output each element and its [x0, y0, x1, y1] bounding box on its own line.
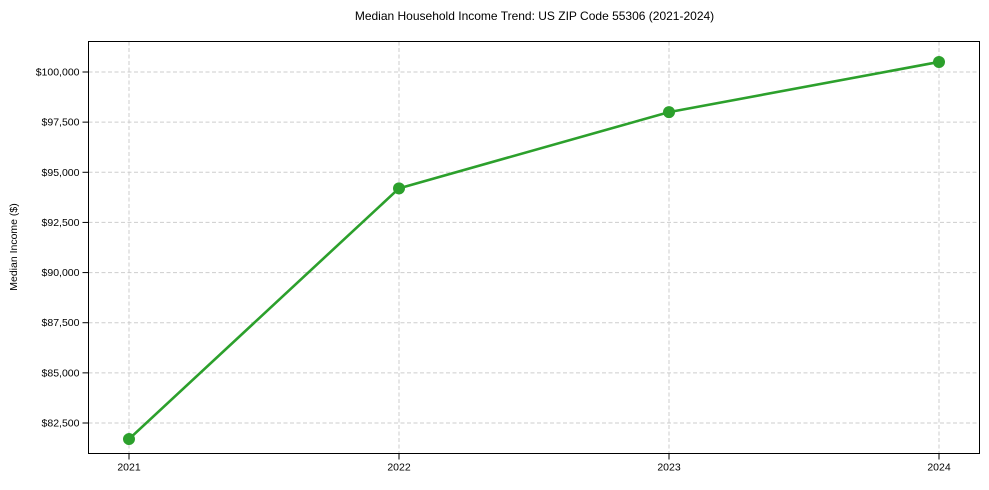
- y-tick-label: $85,000: [42, 367, 80, 379]
- x-tick-label: 2024: [927, 462, 951, 474]
- x-tick-label: 2022: [387, 462, 411, 474]
- x-tick-label: 2021: [117, 462, 141, 474]
- chart-title: Median Household Income Trend: US ZIP Co…: [354, 9, 715, 23]
- data-point-2023: [663, 106, 675, 119]
- y-tick-label: $87,500: [42, 317, 80, 329]
- plot-border: [88, 41, 980, 454]
- y-tick-label: $92,500: [42, 217, 80, 229]
- data-point-2021: [123, 433, 135, 446]
- y-tick-label: $97,500: [42, 117, 80, 129]
- data-point-2024: [933, 55, 945, 68]
- trend-line: [127, 60, 941, 441]
- y-tick-label: $90,000: [42, 267, 80, 279]
- y-axis-label: Median Income ($): [8, 203, 20, 291]
- y-tick-label: $95,000: [42, 167, 80, 179]
- y-tick-label: $100,000: [36, 66, 80, 78]
- y-tick-label: $82,500: [42, 418, 80, 430]
- x-tick-label: 2023: [657, 462, 681, 474]
- data-point-2022: [393, 182, 405, 195]
